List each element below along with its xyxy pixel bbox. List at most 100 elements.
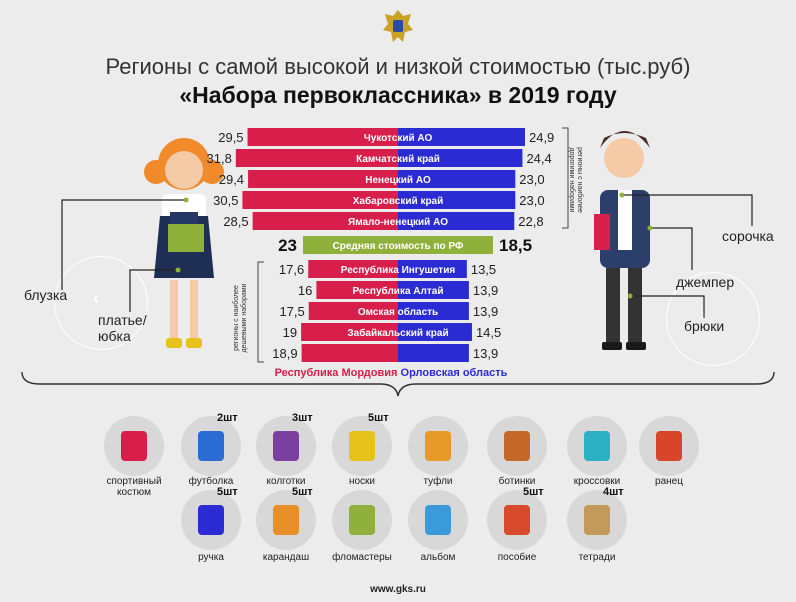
region-label: Чукотский АО <box>364 133 433 144</box>
cost-chart: Чукотский АО 29,5 24,9 Камчатский край 31,8 2… <box>207 128 554 379</box>
value-label-right: 13,9 <box>473 346 498 361</box>
item-quantity: 5шт <box>217 486 238 498</box>
value-label-right: 13,9 <box>473 304 498 319</box>
value-label-right: 23,0 <box>519 193 544 208</box>
value-label-right: 14,5 <box>476 325 501 340</box>
value-label-left: 17,5 <box>279 304 304 319</box>
average-left-value: 23 <box>278 236 297 255</box>
callout-blouse: блузка <box>24 287 68 303</box>
chevron-right-icon[interactable]: › <box>700 304 706 324</box>
emblem-icon <box>383 10 413 42</box>
region-label: Хабаровский край <box>353 195 444 207</box>
footer-url[interactable]: www.gks.ru <box>370 584 426 595</box>
shoes-icon <box>408 416 468 476</box>
bar-right <box>398 302 469 320</box>
boots-icon <box>487 416 547 476</box>
item-label: ручка <box>198 552 224 563</box>
region-label: Камчатский край <box>356 154 440 165</box>
pen-icon-shape <box>198 505 224 535</box>
boots-icon-shape <box>504 431 530 461</box>
value-label-left: 31,8 <box>207 151 232 166</box>
tshirt-icon <box>181 416 241 476</box>
bar-left <box>235 149 398 167</box>
item-label: тетради <box>578 552 616 563</box>
schoolgirl-illustration <box>144 138 224 348</box>
bar-left <box>308 260 398 278</box>
callout-dress: платье/ юбка <box>98 312 147 344</box>
bar-right <box>398 212 515 230</box>
bar-right <box>398 260 467 278</box>
region-label: Забайкальский край <box>347 327 448 339</box>
item-quantity: 4шт <box>603 486 624 498</box>
tracksuit-icon-shape <box>121 431 147 461</box>
item-label: колготки <box>266 476 306 487</box>
item-quantity: 3шт <box>292 412 313 424</box>
value-label-left: 18,9 <box>272 346 297 361</box>
bar-left <box>308 302 398 320</box>
books-icon-shape <box>504 505 530 535</box>
item-quantity: 5шт <box>292 486 313 498</box>
sneakers-icon <box>567 416 627 476</box>
prev-slide-button[interactable] <box>54 256 148 350</box>
next-slide-button[interactable] <box>666 272 760 366</box>
bar-right <box>398 344 469 362</box>
markers-icon-shape <box>349 505 375 535</box>
bar-right <box>398 170 516 188</box>
bar-right <box>398 281 469 299</box>
socks-icon <box>332 416 392 476</box>
item-label: карандаш <box>262 552 310 563</box>
tights-icon-shape <box>273 431 299 461</box>
value-label-right: 23,0 <box>519 172 544 187</box>
value-label-left: 19 <box>283 325 297 340</box>
bar-left <box>301 323 398 341</box>
chart-title: Регионы с самой высокой и низкой стоимос… <box>105 54 691 79</box>
chevron-left-icon[interactable]: ‹ <box>93 288 99 308</box>
item-quantity: 5шт <box>368 412 389 424</box>
shoes-icon-shape <box>425 431 451 461</box>
region-label: Республика Алтай <box>353 285 444 297</box>
item-label: носки <box>348 476 376 487</box>
average-right-value: 18,5 <box>499 236 532 255</box>
pencil-icon <box>256 490 316 550</box>
region-label: Средняя стоимость по РФ <box>333 241 464 252</box>
chart-subtitle: «Набора первоклассника» в 2019 году <box>179 82 617 108</box>
album-icon-shape <box>425 505 451 535</box>
bar-left <box>301 344 398 362</box>
books-icon <box>487 490 547 550</box>
album-icon <box>408 490 468 550</box>
bar-left <box>247 128 398 146</box>
region-label: Ненецкий АО <box>365 175 431 186</box>
bar-right <box>398 149 523 167</box>
value-label-right: 13,9 <box>473 283 498 298</box>
pen-icon <box>181 490 241 550</box>
socks-icon-shape <box>349 431 375 461</box>
callout-shirt: сорочка <box>722 228 774 244</box>
legend-left: Республика Мордовия <box>275 367 398 379</box>
region-label: Ямало-ненецкий АО <box>348 217 448 228</box>
item-label: пособие <box>497 552 537 563</box>
item-label: ботинки <box>498 476 536 487</box>
sneakers-icon-shape <box>584 431 610 461</box>
bar-right <box>398 323 472 341</box>
tights-icon <box>256 416 316 476</box>
tshirt-icon-shape <box>198 431 224 461</box>
value-label-right: 24,9 <box>529 130 554 145</box>
markers-icon <box>332 490 392 550</box>
item-label: альбом <box>420 552 456 563</box>
item-label: туфли <box>423 476 453 487</box>
value-label-right: 22,8 <box>518 214 543 229</box>
item-label: кроссовки <box>573 476 621 487</box>
value-label-left: 28,5 <box>223 214 248 229</box>
notebook-icon-shape <box>584 505 610 535</box>
callout-trousers: брюки <box>684 318 725 334</box>
value-label-right: 24,4 <box>526 151 551 166</box>
backpack-icon <box>639 416 699 476</box>
value-label-left: 29,5 <box>218 130 243 145</box>
value-label-left: 30,5 <box>213 193 238 208</box>
value-label-left: 17,6 <box>279 262 304 277</box>
backpack-icon-shape <box>656 431 682 461</box>
item-quantity: 5шт <box>523 486 544 498</box>
item-label: футболка <box>188 476 234 487</box>
bar-left <box>252 212 398 230</box>
